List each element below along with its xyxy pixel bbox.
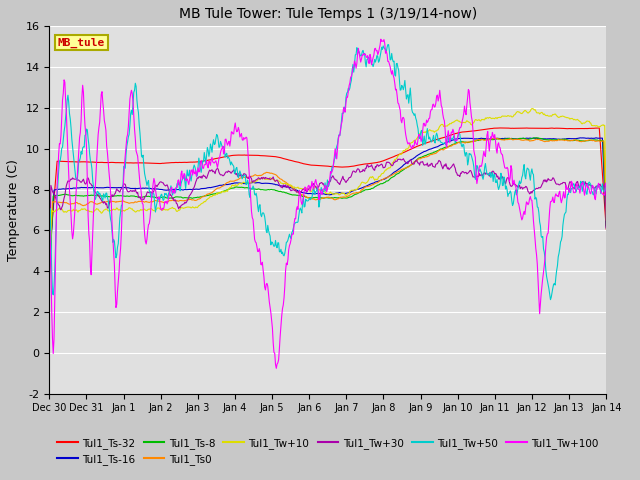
Y-axis label: Temperature (C): Temperature (C) — [7, 159, 20, 261]
Tul1_Ts-16 — [579, 135, 587, 141]
Tul1_Ts-16 — [170, 186, 177, 192]
Tul1_Tw+10 — [412, 137, 420, 143]
Tul1_Tw+50 — [170, 190, 177, 195]
Tul1_Ts-8 — [56, 192, 63, 198]
Tul1_Ts-16 — [56, 186, 63, 192]
Tul1_Ts-8 — [602, 223, 610, 228]
Tul1_Ts-32 — [503, 125, 511, 131]
Tul1_Tw+30 — [396, 156, 403, 162]
Line: Tul1_Tw+30: Tul1_Tw+30 — [49, 158, 606, 267]
Tul1_Ts-8 — [412, 158, 420, 164]
Tul1_Tw+10 — [199, 200, 207, 206]
Tul1_Ts-8 — [170, 195, 177, 201]
Tul1_Ts-8 — [199, 193, 207, 199]
Tul1_Tw+30 — [413, 157, 420, 163]
Line: Tul1_Ts-32: Tul1_Ts-32 — [49, 128, 606, 257]
Tul1_Tw+10 — [528, 106, 536, 111]
Tul1_Ts-32 — [45, 254, 53, 260]
Tul1_Tw+100 — [56, 141, 63, 146]
Line: Tul1_Tw+50: Tul1_Tw+50 — [49, 45, 606, 300]
Tul1_Tw+30 — [170, 195, 177, 201]
Tul1_Ts-8 — [45, 272, 53, 278]
Tul1_Tw+10 — [396, 152, 403, 157]
Tul1_Tw+50 — [602, 188, 610, 194]
Tul1_Tw+10 — [56, 205, 63, 211]
Line: Tul1_Tw+100: Tul1_Tw+100 — [49, 39, 606, 368]
Tul1_Ts0 — [56, 199, 63, 205]
Tul1_Ts-16 — [113, 185, 120, 191]
Tul1_Tw+30 — [45, 264, 53, 270]
Tul1_Tw+10 — [170, 205, 177, 211]
Tul1_Tw+50 — [413, 118, 420, 123]
Tul1_Ts-16 — [199, 186, 207, 192]
Legend: Tul1_Ts-32, Tul1_Ts-16, Tul1_Ts-8, Tul1_Ts0, Tul1_Tw+10, Tul1_Tw+30, Tul1_Tw+50,: Tul1_Ts-32, Tul1_Ts-16, Tul1_Ts-8, Tul1_… — [53, 434, 603, 469]
Tul1_Ts-32 — [199, 158, 207, 164]
Line: Tul1_Ts0: Tul1_Ts0 — [49, 138, 606, 277]
Tul1_Tw+100 — [170, 188, 177, 194]
Tul1_Tw+100 — [273, 365, 280, 371]
Tul1_Ts0 — [412, 158, 420, 164]
Tul1_Tw+50 — [199, 159, 207, 165]
Tul1_Tw+50 — [56, 158, 63, 164]
Tul1_Tw+100 — [413, 142, 421, 147]
Tul1_Tw+100 — [602, 182, 610, 188]
Tul1_Tw+30 — [199, 173, 207, 179]
Tul1_Tw+30 — [113, 186, 120, 192]
Tul1_Ts0 — [396, 168, 403, 174]
Tul1_Ts-8 — [396, 170, 403, 176]
Title: MB Tule Tower: Tule Temps 1 (3/19/14-now): MB Tule Tower: Tule Temps 1 (3/19/14-now… — [179, 7, 477, 21]
Tul1_Ts0 — [113, 199, 120, 204]
Line: Tul1_Tw+10: Tul1_Tw+10 — [49, 108, 606, 280]
Tul1_Ts0 — [602, 217, 610, 223]
Tul1_Ts-32 — [113, 160, 120, 166]
Tul1_Tw+30 — [602, 223, 610, 229]
Tul1_Tw+100 — [113, 301, 120, 307]
Tul1_Ts0 — [492, 135, 500, 141]
Tul1_Ts-16 — [45, 269, 53, 275]
Line: Tul1_Ts-16: Tul1_Ts-16 — [49, 138, 606, 272]
Tul1_Tw+100 — [45, 277, 53, 283]
Tul1_Ts-8 — [113, 193, 120, 199]
Tul1_Tw+100 — [397, 118, 405, 123]
Tul1_Tw+50 — [45, 275, 53, 280]
Line: Tul1_Ts-8: Tul1_Ts-8 — [49, 138, 606, 275]
Tul1_Ts-16 — [396, 166, 403, 172]
Tul1_Ts-16 — [412, 154, 420, 159]
Tul1_Tw+100 — [199, 165, 207, 171]
Tul1_Tw+50 — [547, 297, 554, 302]
Tul1_Ts0 — [45, 274, 53, 280]
Tul1_Ts-32 — [396, 151, 403, 157]
Tul1_Ts-16 — [602, 225, 610, 231]
Tul1_Tw+10 — [113, 205, 120, 211]
Tul1_Tw+10 — [45, 277, 53, 283]
Tul1_Ts-32 — [170, 160, 177, 166]
Tul1_Tw+30 — [56, 203, 63, 208]
Tul1_Ts0 — [170, 197, 177, 203]
Tul1_Tw+10 — [602, 199, 610, 204]
Tul1_Tw+30 — [399, 156, 407, 161]
Tul1_Ts-32 — [412, 144, 420, 150]
Tul1_Tw+50 — [396, 87, 404, 93]
Tul1_Tw+100 — [377, 36, 385, 42]
Tul1_Tw+50 — [113, 252, 120, 258]
Text: MB_tule: MB_tule — [58, 37, 105, 48]
Tul1_Ts-8 — [532, 135, 540, 141]
Tul1_Ts-32 — [602, 226, 610, 232]
Tul1_Ts-32 — [56, 158, 63, 164]
Tul1_Tw+50 — [385, 42, 392, 48]
Tul1_Ts0 — [199, 194, 207, 200]
